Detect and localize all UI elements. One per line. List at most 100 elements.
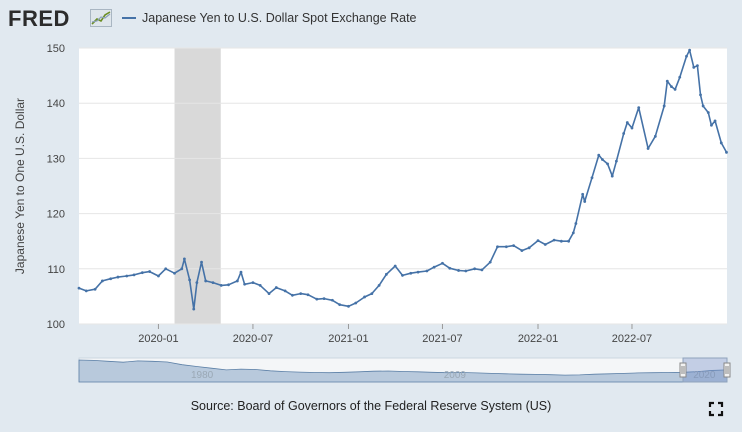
data-point [696, 64, 699, 68]
x-tick-label: 2020-07 [233, 333, 273, 345]
data-point [93, 287, 97, 291]
chart-legend[interactable]: Japanese Yen to U.S. Dollar Spot Exchang… [122, 11, 417, 25]
data-point [646, 147, 650, 150]
data-point [299, 292, 303, 296]
data-point [204, 279, 208, 283]
data-point [673, 88, 677, 91]
data-point [315, 297, 319, 301]
data-point [132, 273, 136, 277]
fullscreen-icon[interactable] [708, 401, 724, 417]
navigator-area [78, 359, 728, 383]
data-point [622, 132, 626, 135]
x-tick-label: 2022-07 [612, 333, 652, 345]
data-point [157, 274, 160, 278]
data-point [512, 244, 515, 248]
data-point [590, 176, 594, 180]
data-point [274, 286, 278, 289]
data-point [235, 279, 239, 283]
data-point [504, 245, 508, 249]
data-point [180, 267, 184, 271]
data-point [432, 265, 436, 269]
data-point [125, 274, 129, 278]
chart-area[interactable]: 100 110 120 130 140 150 2020-01 2020-07 2021-01 2… [0, 36, 742, 386]
navigator-label: 2009 [444, 370, 467, 381]
data-point [227, 283, 230, 287]
data-point [416, 270, 420, 274]
data-point [581, 192, 585, 196]
data-point [306, 293, 310, 297]
x-tick-label: 2021-07 [422, 333, 462, 345]
data-point [173, 271, 176, 275]
data-point [148, 270, 152, 273]
data-point [200, 260, 203, 264]
data-point [425, 269, 429, 273]
data-point [665, 79, 669, 83]
data-point [243, 282, 247, 286]
data-point [625, 121, 629, 124]
data-point [688, 48, 692, 52]
data-point [630, 126, 634, 130]
data-point [258, 283, 262, 287]
data-point [441, 261, 444, 265]
legend-label: Japanese Yen to U.S. Dollar Spot Exchang… [142, 11, 417, 25]
data-point [662, 104, 666, 108]
data-point [393, 264, 397, 268]
y-tick-label: 120 [47, 209, 65, 221]
data-point [401, 274, 404, 277]
data-point [520, 249, 524, 252]
data-point [195, 281, 199, 284]
navigator-label: 1980 [191, 370, 214, 381]
data-point [84, 289, 88, 293]
data-point [239, 270, 243, 274]
data-point [543, 243, 547, 246]
data-point [552, 238, 556, 242]
data-point [384, 272, 388, 276]
data-point [457, 269, 460, 272]
data-point [571, 231, 575, 235]
data-point [653, 134, 657, 138]
data-point [109, 277, 113, 281]
data-point [251, 281, 255, 284]
data-point [164, 267, 168, 271]
data-point [670, 85, 673, 89]
data-point [637, 106, 641, 110]
data-point [488, 260, 492, 264]
x-tick-label: 2022-01 [518, 333, 558, 345]
data-point [559, 239, 563, 243]
data-point [615, 159, 618, 163]
data-point [713, 119, 717, 123]
data-point [409, 271, 413, 275]
data-point [701, 104, 705, 108]
data-point [354, 301, 358, 305]
data-point [725, 150, 728, 154]
y-tick-label: 130 [47, 153, 65, 165]
navigator-handle[interactable] [723, 362, 731, 378]
fred-chart-icon[interactable] [90, 9, 112, 27]
data-point [685, 54, 688, 58]
data-point [363, 295, 366, 299]
data-point [480, 268, 484, 272]
y-tick-label: 100 [47, 319, 65, 331]
navigator-selection[interactable] [682, 357, 728, 383]
data-point [464, 269, 468, 273]
x-tick-label: 2020-01 [138, 333, 178, 345]
y-tick-label: 150 [47, 43, 65, 55]
data-point [377, 283, 381, 287]
data-point [140, 271, 144, 275]
data-point [330, 298, 334, 302]
data-point [77, 286, 81, 290]
y-tick-label: 140 [47, 98, 65, 110]
data-point [719, 141, 723, 145]
data-point [496, 245, 499, 249]
data-point [370, 292, 374, 296]
data-point [536, 239, 540, 243]
navigator-handle[interactable] [679, 362, 687, 378]
data-point [699, 93, 702, 97]
navigator-label: 2020 [693, 370, 716, 381]
data-point [188, 278, 191, 282]
data-point [192, 307, 196, 311]
data-point [100, 279, 104, 283]
data-point [567, 239, 571, 243]
fred-logo[interactable]: FRED [8, 6, 70, 31]
data-point [322, 297, 326, 301]
